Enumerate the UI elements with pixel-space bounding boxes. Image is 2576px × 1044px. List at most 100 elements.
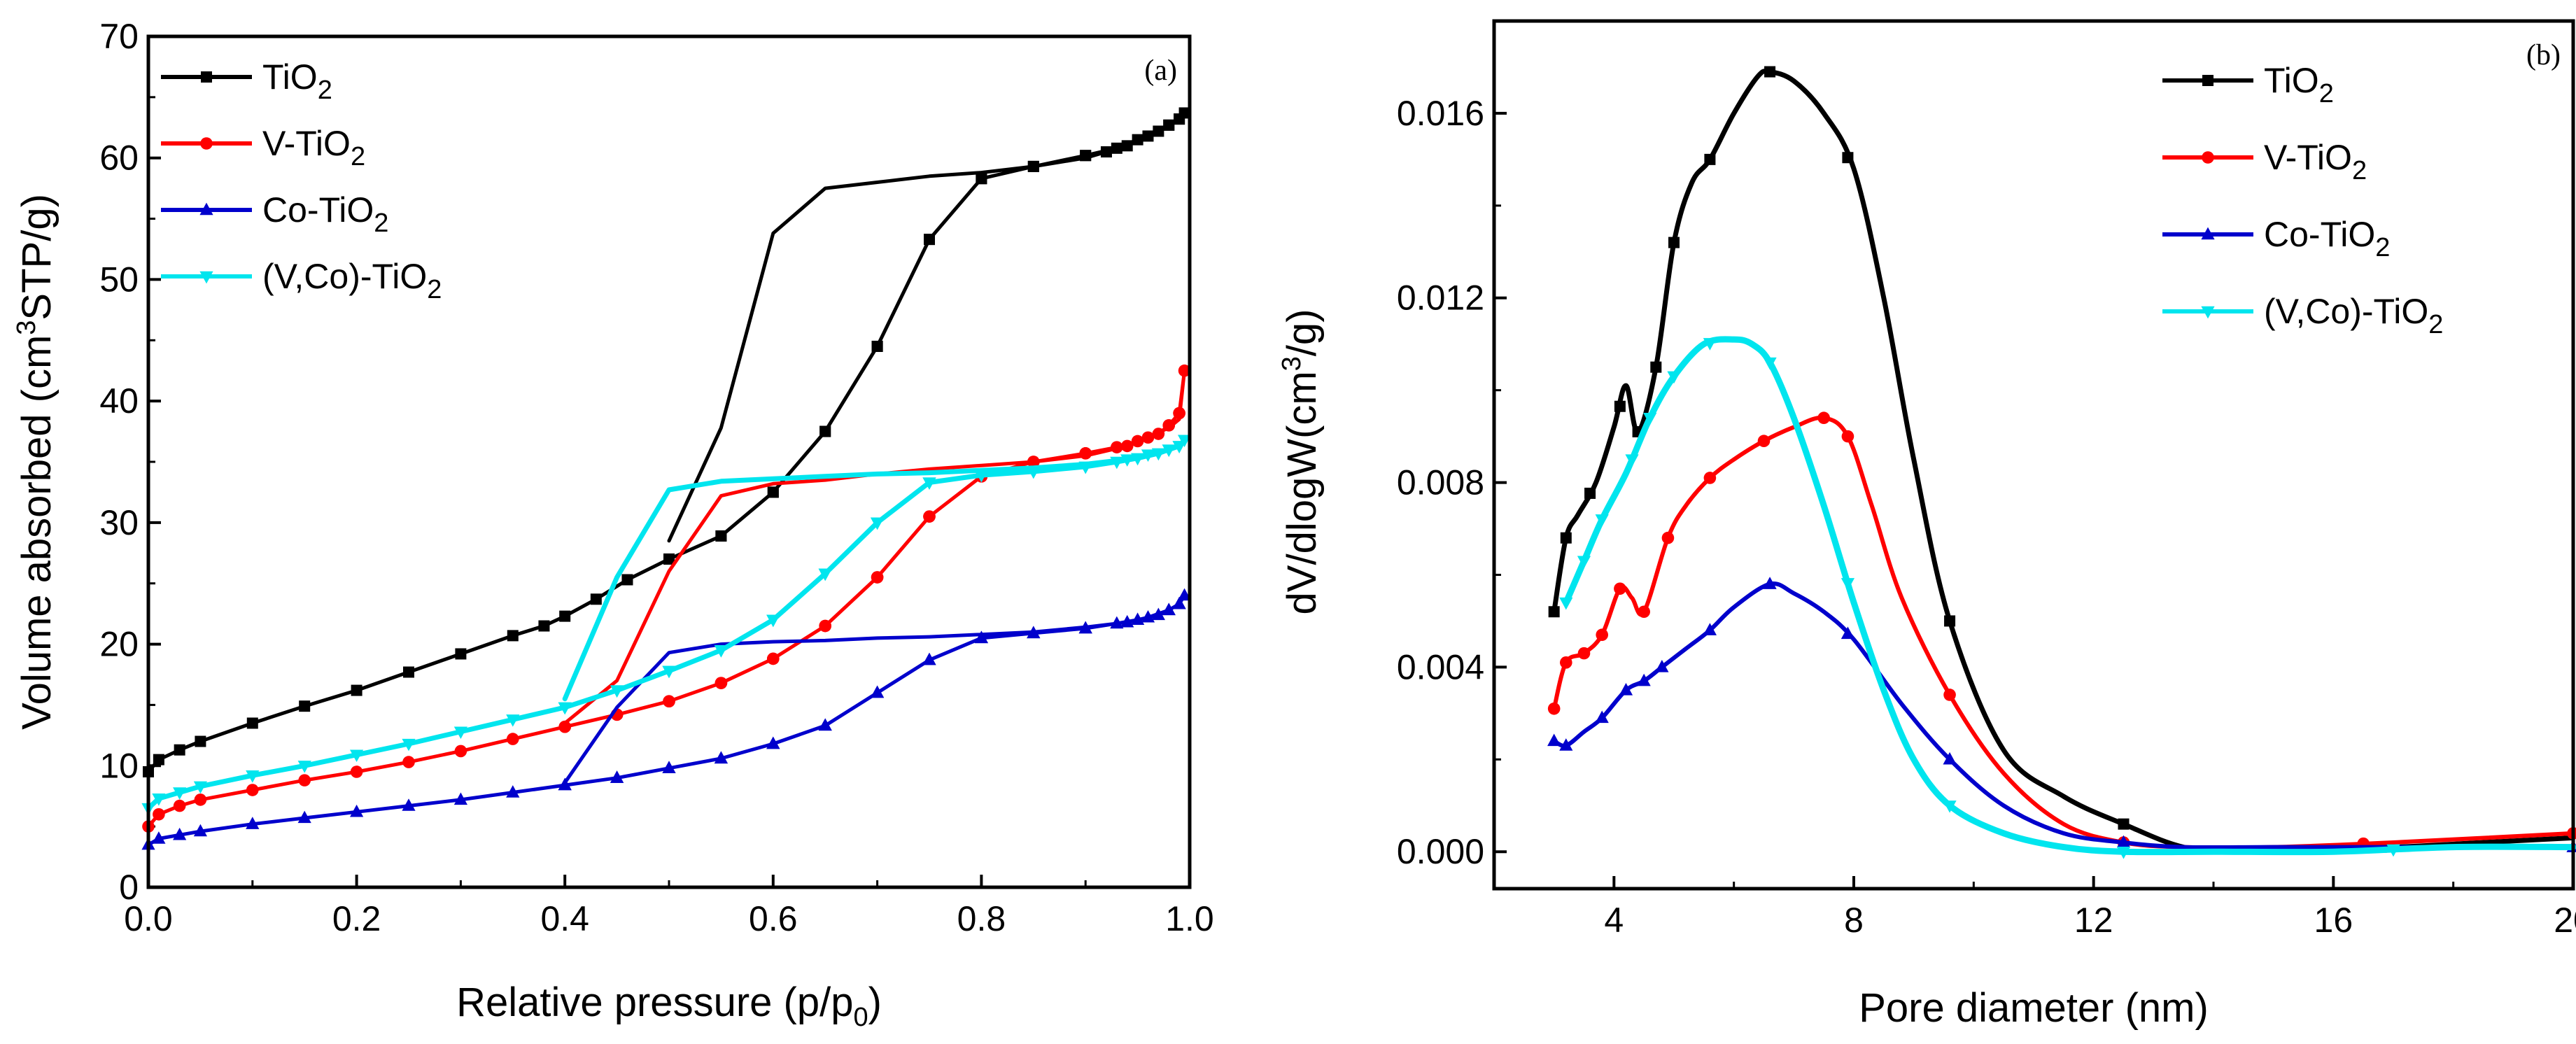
a-data-point — [1131, 612, 1145, 626]
a-y-tick-label: 10 — [99, 746, 139, 785]
a-data-point — [152, 793, 166, 806]
a-data-point — [766, 736, 780, 749]
a-data-point — [297, 761, 311, 773]
a-data-point — [350, 804, 364, 817]
chart-a-ylabel-sup: 3 — [12, 320, 41, 335]
a-data-point — [174, 744, 185, 756]
chart-a-xlabel-tail: ) — [868, 980, 882, 1025]
b-data-point — [1625, 454, 1639, 467]
a-data-point — [173, 787, 187, 800]
a-y-tick-label: 40 — [99, 381, 139, 421]
b-data-point — [1817, 411, 1830, 425]
a-y-tick-label: 20 — [99, 625, 139, 664]
b-series-line-0 — [1551, 69, 2576, 854]
a-legend-marker — [201, 71, 212, 83]
b-y-tick-label: 0.008 — [1397, 463, 1484, 502]
a-data-point — [976, 173, 987, 185]
a-data-point — [1131, 453, 1145, 466]
a-data-point — [195, 735, 206, 747]
b-y-tick-label: 0.000 — [1397, 832, 1484, 871]
a-data-point — [1078, 621, 1092, 634]
b-data-point — [1763, 577, 1777, 589]
a-data-point — [453, 792, 467, 805]
chart-a-ticks: 0.0 0.2 0.4 0.6 0.8 1.0 0 10 20 30 40 50 60 70 — [99, 17, 1213, 938]
a-data-point — [871, 571, 884, 584]
a-data-point — [663, 695, 675, 708]
a-data-point — [1141, 449, 1155, 462]
a-data-point — [610, 770, 624, 783]
a-data-point — [1151, 448, 1165, 461]
a-data-point — [1100, 146, 1112, 158]
a-data-point — [1163, 119, 1175, 131]
chart-a-panel-label: (a) — [1144, 55, 1177, 87]
b-data-point — [1596, 628, 1608, 642]
b-data-point — [1559, 597, 1573, 610]
a-data-point — [153, 807, 165, 821]
a-data-point — [350, 749, 364, 763]
a-data-point — [1080, 150, 1092, 162]
b-data-point — [1560, 656, 1572, 669]
b-x-tick-label: 12 — [2074, 901, 2113, 940]
a-data-point — [1162, 602, 1176, 616]
b-x-tick-label: 8 — [1844, 901, 1864, 940]
a-data-point — [193, 781, 207, 794]
a-data-point — [506, 785, 520, 798]
b-data-point — [1577, 556, 1591, 569]
a-data-point — [350, 766, 363, 778]
a-data-point — [173, 799, 186, 812]
a-data-point — [152, 831, 166, 844]
a-data-point — [1152, 428, 1165, 440]
chart-b-x-axis-title: Pore diameter (nm) — [1859, 985, 2209, 1031]
b-legend-label-2: Co-TiO2​ — [2264, 215, 2390, 262]
a-legend-marker — [199, 202, 213, 216]
a-legend-marker — [199, 271, 213, 284]
a-data-point — [193, 824, 207, 837]
a-data-point — [1027, 626, 1041, 639]
b-data-point — [1619, 682, 1633, 696]
a-series-line-2 — [146, 593, 1187, 847]
a-data-point — [766, 614, 780, 628]
b-x-tick-label: 4 — [1604, 901, 1624, 940]
a-data-point — [507, 733, 519, 745]
a-data-point — [924, 234, 935, 246]
chart-b-y-axis-title: dV/dlogW(cm3/g) — [1277, 309, 1325, 615]
a-data-point — [662, 761, 676, 773]
a-data-point — [714, 751, 728, 764]
a-data-point — [1178, 364, 1191, 377]
b-y-tick-label: 0.012 — [1397, 278, 1484, 318]
chart-a-y-axis-title: Volume absorbed (cm3STP/g) — [12, 194, 59, 730]
a-data-point — [1173, 407, 1185, 420]
b-data-point — [2386, 844, 2400, 857]
b-data-point — [1547, 733, 1561, 747]
b-data-point — [1584, 487, 1596, 499]
b-data-point — [2116, 835, 2131, 848]
a-y-tick-label: 50 — [99, 260, 139, 299]
b-data-point — [1704, 153, 1716, 165]
a-series-line-1 — [146, 369, 1187, 828]
b-data-point — [1842, 152, 1854, 164]
a-data-point — [506, 714, 520, 727]
b-series-line-3 — [1563, 336, 2576, 856]
a-data-point — [402, 756, 415, 768]
a-data-point — [1110, 616, 1124, 629]
a-data-point — [194, 793, 207, 806]
b-data-point — [1637, 673, 1651, 686]
b-data-point — [1614, 400, 1626, 412]
b-data-point — [1643, 413, 1657, 425]
chart-a-series — [141, 107, 1192, 850]
a-data-point — [819, 425, 831, 437]
a-x-tick-label: 0.4 — [540, 899, 589, 938]
a-data-point — [455, 648, 467, 660]
b-data-point — [1638, 605, 1650, 619]
b-data-point — [2116, 847, 2131, 859]
a-data-point — [297, 810, 311, 824]
b-data-point — [1547, 702, 1561, 715]
a-data-point — [402, 798, 416, 811]
a-data-point — [558, 777, 572, 791]
b-data-point — [1703, 338, 1717, 351]
b-data-point — [1703, 623, 1717, 635]
a-data-point — [559, 610, 571, 622]
a-data-point — [610, 685, 624, 698]
b-data-point — [1763, 357, 1777, 370]
